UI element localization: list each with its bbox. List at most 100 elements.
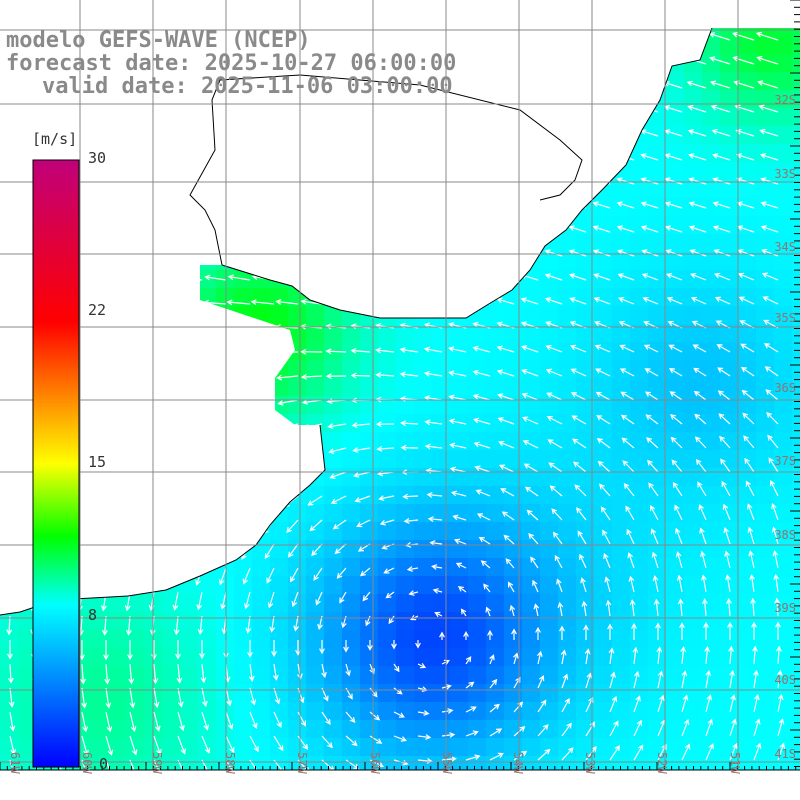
speed-cell xyxy=(576,36,594,54)
speed-cell xyxy=(450,306,468,324)
speed-cell xyxy=(216,144,234,162)
wind-arrow xyxy=(489,728,503,737)
speed-cell xyxy=(612,36,630,54)
speed-cell xyxy=(216,666,234,684)
speed-cell xyxy=(126,522,144,540)
wind-arrow xyxy=(718,413,731,425)
speed-cell xyxy=(90,504,108,522)
speed-cell xyxy=(324,324,342,342)
wind-arrow xyxy=(716,344,731,353)
speed-cell xyxy=(738,612,756,630)
wind-arrow xyxy=(218,567,227,586)
speed-cell xyxy=(342,612,360,630)
wind-arrow xyxy=(712,201,731,209)
speed-cell xyxy=(702,414,720,432)
speed-cell xyxy=(450,522,468,540)
speed-cell xyxy=(684,414,702,432)
speed-cell xyxy=(90,198,108,216)
wind-arrow xyxy=(16,201,35,209)
speed-cell xyxy=(216,378,234,396)
speed-cell xyxy=(252,414,270,432)
speed-cell xyxy=(792,180,800,198)
wind-arrow xyxy=(327,423,347,430)
speed-cell xyxy=(468,288,486,306)
speed-cell xyxy=(306,666,324,684)
speed-cell xyxy=(720,306,738,324)
speed-cell xyxy=(0,252,18,270)
speed-cell xyxy=(414,756,432,770)
speed-cell xyxy=(648,522,666,540)
speed-cell xyxy=(432,108,450,126)
speed-cell xyxy=(432,162,450,180)
wind-arrow xyxy=(0,177,11,185)
speed-cell xyxy=(504,504,522,522)
speed-cell xyxy=(756,414,774,432)
speed-cell xyxy=(684,576,702,594)
speed-cell xyxy=(630,630,648,648)
speed-cell xyxy=(540,288,558,306)
speed-cell xyxy=(684,0,702,18)
wind-arrow xyxy=(441,756,457,762)
speed-cell xyxy=(684,648,702,666)
speed-cell xyxy=(108,684,126,702)
speed-cell xyxy=(378,594,396,612)
speed-cell xyxy=(306,414,324,432)
speed-cell xyxy=(630,558,648,576)
speed-cell xyxy=(108,702,126,720)
speed-cell xyxy=(216,450,234,468)
wind-arrow xyxy=(242,567,251,585)
speed-cell xyxy=(360,774,378,792)
speed-cell xyxy=(612,180,630,198)
wind-arrow xyxy=(559,625,565,640)
speed-cell xyxy=(648,450,666,468)
speed-cell xyxy=(558,216,576,234)
speed-cell xyxy=(792,342,800,360)
speed-cell xyxy=(720,774,738,792)
speed-cell xyxy=(414,216,432,234)
speed-cell xyxy=(504,594,522,612)
speed-cell xyxy=(630,72,648,90)
wind-arrow xyxy=(472,225,491,233)
speed-cell xyxy=(378,28,396,36)
lon-label: 51W xyxy=(728,752,742,774)
wind-arrow xyxy=(176,663,183,684)
speed-cell xyxy=(594,270,612,288)
wind-arrow xyxy=(568,201,587,209)
speed-cell xyxy=(288,630,306,648)
speed-cell xyxy=(414,342,432,360)
wind-arrow xyxy=(507,581,515,593)
speed-cell xyxy=(324,28,342,36)
wind-arrow xyxy=(592,225,611,233)
wind-arrow xyxy=(329,471,347,479)
speed-cell xyxy=(720,54,738,72)
wind-arrow xyxy=(279,201,299,209)
speed-cell xyxy=(162,774,180,792)
speed-cell xyxy=(450,540,468,558)
wind-arrow xyxy=(231,200,251,209)
speed-cell xyxy=(774,198,792,216)
wind-arrow xyxy=(710,104,731,113)
speed-cell xyxy=(270,342,288,360)
wind-arrow xyxy=(693,367,707,377)
speed-cell xyxy=(540,468,558,486)
speed-cell xyxy=(540,414,558,432)
speed-cell xyxy=(36,774,54,792)
wind-arrow xyxy=(351,422,371,429)
speed-cell xyxy=(252,180,270,198)
speed-cell xyxy=(792,594,800,612)
speed-cell xyxy=(396,774,414,792)
wind-arrow xyxy=(597,460,611,473)
speed-cell xyxy=(612,468,630,486)
speed-cell xyxy=(666,180,684,198)
wind-arrow xyxy=(521,392,539,401)
speed-cell xyxy=(594,198,612,216)
speed-cell xyxy=(126,162,144,180)
speed-cell xyxy=(252,594,270,612)
speed-cell xyxy=(324,720,342,738)
speed-cell xyxy=(576,396,594,414)
speed-cell xyxy=(270,180,288,198)
wind-arrow xyxy=(774,597,781,617)
speed-cell xyxy=(612,774,630,792)
wind-arrow xyxy=(607,623,613,640)
speed-cell xyxy=(162,396,180,414)
